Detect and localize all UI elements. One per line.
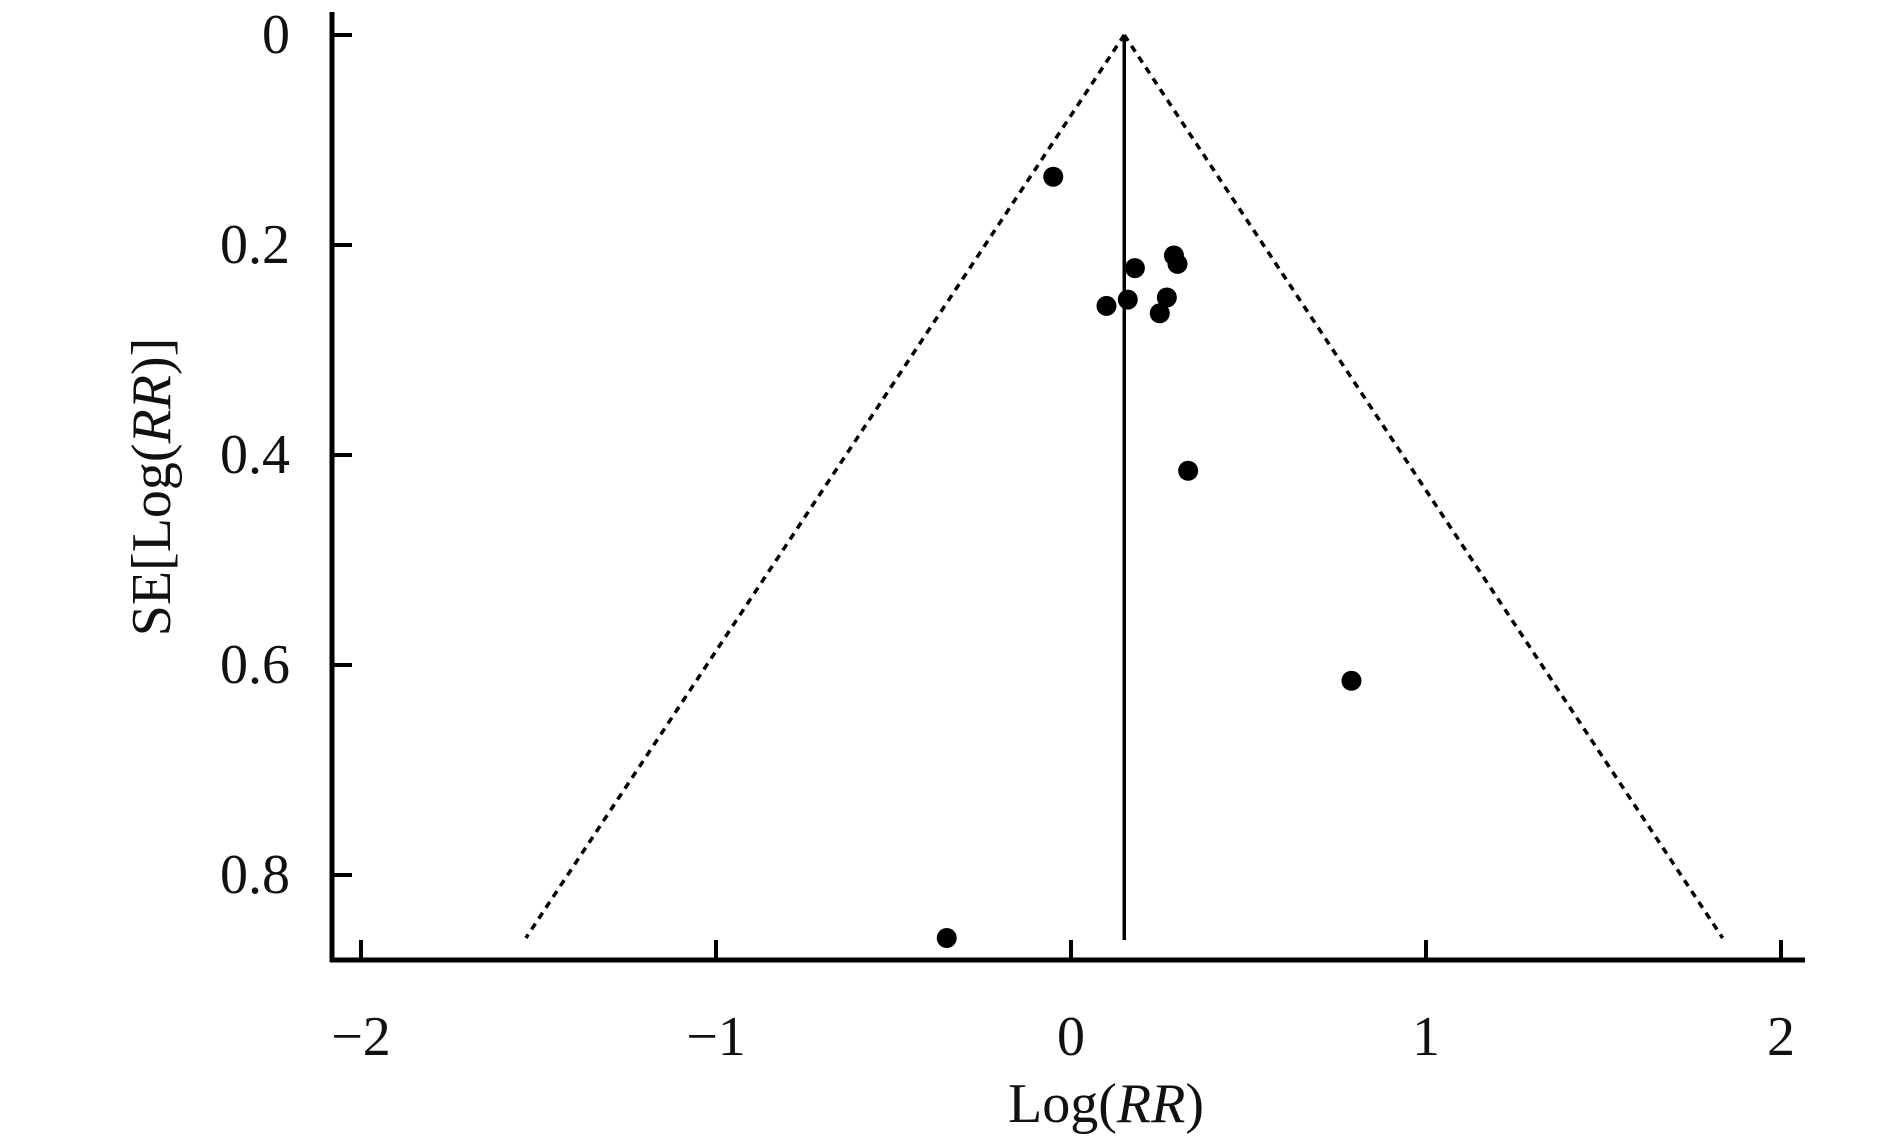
- y-tick-label: 0.4: [220, 424, 290, 486]
- axis-label-part: RR: [1116, 1073, 1185, 1135]
- x-tick-label: 0: [1057, 1006, 1085, 1068]
- y-tick-label: 0.8: [220, 844, 290, 906]
- x-tick-label: −1: [686, 1006, 746, 1068]
- x-tick-label: −2: [331, 1006, 391, 1068]
- data-points: [936, 166, 1362, 948]
- y-tick-label: 0.6: [220, 634, 290, 696]
- data-point: [1117, 289, 1138, 310]
- data-point: [1341, 670, 1362, 691]
- axis-label-part: SE[Log(: [121, 443, 183, 636]
- data-point: [1178, 460, 1199, 481]
- data-point: [1149, 303, 1170, 324]
- axis-label-part: RR: [121, 375, 183, 444]
- y-tick-label: 0.2: [220, 214, 290, 276]
- funnel-right-limit: [1122, 34, 1725, 939]
- x-axis-label: Log(RR): [1008, 1073, 1204, 1135]
- y-axis-ticks: 0 0.2 0.4 0.6 0.8: [220, 4, 352, 906]
- x-tick-label: 2: [1767, 1006, 1795, 1068]
- data-point: [1096, 295, 1117, 316]
- data-point: [1167, 253, 1188, 274]
- funnel-left-limit: [524, 34, 1126, 939]
- y-tick-label: 0: [262, 4, 290, 66]
- x-tick-label: 1: [1412, 1006, 1440, 1068]
- x-axis-ticks: −2 −1 0 1 2: [331, 940, 1795, 1068]
- data-point: [936, 928, 957, 948]
- funnel-limits: [524, 34, 1725, 939]
- axis-label-part: )]: [121, 338, 183, 375]
- data-point: [1124, 258, 1145, 279]
- data-point: [1156, 287, 1177, 308]
- axes: [329, 12, 1805, 963]
- y-axis-label: SE[Log(RR)]: [121, 338, 183, 637]
- axis-label-part: Log(: [1008, 1073, 1117, 1135]
- data-point: [1043, 166, 1064, 187]
- axis-label-part: ): [1185, 1073, 1204, 1135]
